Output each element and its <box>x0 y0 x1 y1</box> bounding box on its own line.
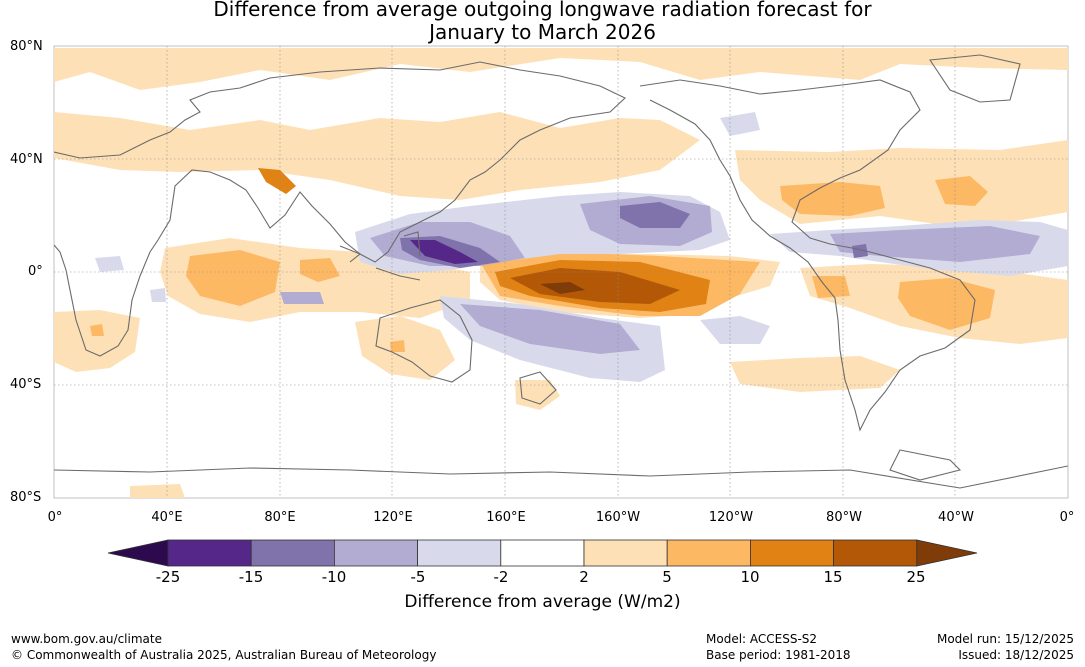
anomaly-neg5-to-neg10 <box>280 196 1040 354</box>
lon-label-120w: 120°W <box>708 510 754 525</box>
colorbar-swatch <box>666 539 751 567</box>
anomaly-fields <box>54 48 1068 498</box>
legend-tick: -25 <box>155 568 181 586</box>
coastlines <box>54 54 1068 489</box>
legend-tick: -10 <box>321 568 347 586</box>
lat-label-80n: 80°N <box>10 39 43 54</box>
footer-website[interactable]: www.bom.gov.au/climate <box>11 632 162 646</box>
colorbar-swatch <box>750 539 835 567</box>
lat-label-80s: 80°S <box>10 490 42 505</box>
colorbar-swatch <box>417 539 502 567</box>
footer-model: Model: ACCESS-S2 <box>706 632 818 646</box>
legend-tick: 5 <box>662 568 672 586</box>
colorbar-min-arrow <box>107 539 169 567</box>
lon-label-80e: 80°E <box>264 510 296 525</box>
lon-label-160w: 160°W <box>595 510 641 525</box>
lat-label-40n: 40°N <box>10 152 43 167</box>
colorbar-swatch <box>250 539 335 567</box>
lon-label-160e: 160°E <box>486 510 526 525</box>
footer-base-period: Base period: 1981-2018 <box>706 648 851 662</box>
legend-tick: 15 <box>823 568 843 586</box>
lat-label-equator: 0° <box>28 264 43 279</box>
graticule <box>54 46 1068 498</box>
lon-label-120e: 120°E <box>373 510 413 525</box>
footer-model-run: Model run: 15/12/2025 <box>936 632 1074 646</box>
legend-tick: 2 <box>579 568 589 586</box>
legend-tick: -2 <box>493 568 509 586</box>
colorbar-swatch <box>167 539 252 567</box>
lon-label-40e: 40°E <box>151 510 183 525</box>
footer-issued: Issued: 18/12/2025 <box>958 648 1074 662</box>
lon-label-40w: 40°W <box>938 510 974 525</box>
lat-label-40s: 40°S <box>10 377 42 392</box>
lon-label-0-right: 0° <box>1059 510 1075 525</box>
anomaly-neg15-to-neg25 <box>410 240 478 264</box>
colorbar <box>107 539 978 567</box>
lon-label-0-left: 0° <box>47 510 63 525</box>
anomaly-above-25 <box>540 282 585 294</box>
map-title-line1: Difference from average outgoing longwav… <box>213 0 872 21</box>
colorbar-swatch <box>833 539 918 567</box>
lon-label-80w: 80°W <box>826 510 862 525</box>
legend-tick: 10 <box>740 568 760 586</box>
legend-tick: 25 <box>906 568 926 586</box>
legend-tick: -5 <box>410 568 426 586</box>
legend-title: Difference from average (W/m2) <box>404 592 681 612</box>
anomaly-15-to-25 <box>510 268 680 304</box>
colorbar-swatch <box>333 539 418 567</box>
colorbar-swatch <box>500 539 585 567</box>
footer-copyright: © Commonwealth of Australia 2025, Austra… <box>11 648 437 662</box>
colorbar-max-arrow <box>916 539 978 567</box>
map-title-line2: January to March 2026 <box>429 20 656 44</box>
legend-tick: -15 <box>238 568 264 586</box>
colorbar-swatch <box>583 539 668 567</box>
